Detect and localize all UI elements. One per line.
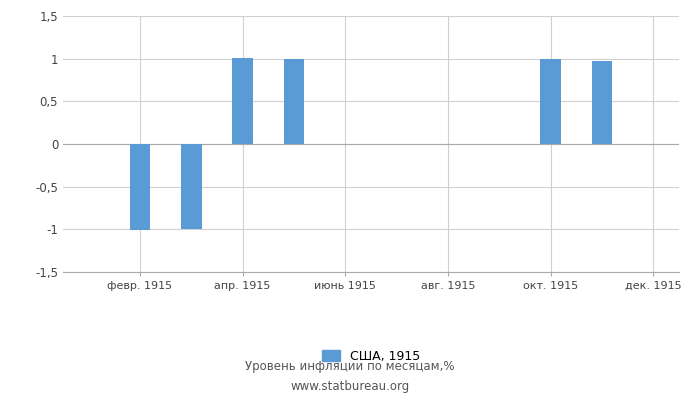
Bar <box>592 61 612 144</box>
Bar <box>232 58 253 144</box>
Text: Уровень инфляции по месяцам,%: Уровень инфляции по месяцам,% <box>245 360 455 373</box>
Bar <box>284 59 304 144</box>
Text: www.statbureau.org: www.statbureau.org <box>290 380 410 393</box>
Bar <box>181 144 202 229</box>
Bar <box>540 59 561 144</box>
Legend: США, 1915: США, 1915 <box>316 345 426 368</box>
Bar <box>130 144 150 230</box>
